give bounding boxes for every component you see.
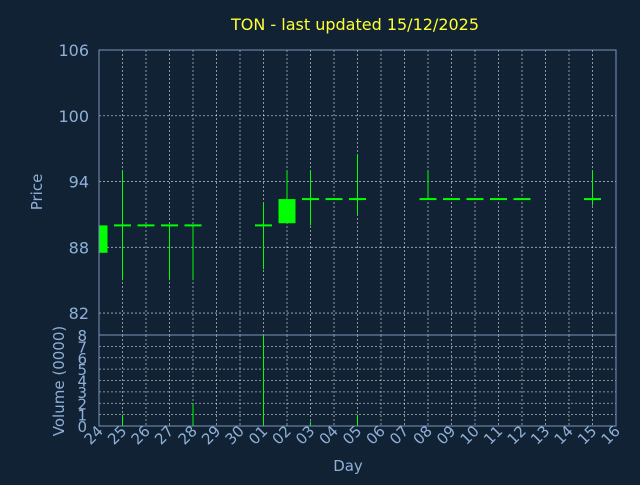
candle-28 [184,224,202,281]
candle-08 [419,170,437,201]
volume-tick-label: 1 [77,407,87,425]
price-axis-ticks: 82 88 94 100 106 [58,41,89,323]
candle-25 [114,170,131,281]
volume-tick-label: 6 [77,350,87,368]
chart-title: TON - last updated 15/12/2025 [230,15,479,34]
price-tick-label: 88 [69,238,89,257]
volume-tick-label: 3 [77,384,87,402]
candle-body [490,198,507,201]
candle-body [184,224,202,227]
candle-04 [325,198,343,201]
candle-body [466,198,484,201]
volume-tick-label: 5 [77,361,87,379]
price-tick-label: 82 [69,304,89,323]
candle-10 [466,198,484,201]
candle-body [513,198,531,201]
candle-body [584,198,601,201]
price-axis-label: Price [28,174,46,211]
volume-tick-label: 0 [77,418,87,436]
volume-tick-label: 4 [77,373,87,391]
price-tick-label: 94 [69,173,89,192]
day-axis-ticks: 2425262728293001020304050607080910111213… [81,422,624,448]
price-tick-label: 106 [58,41,89,60]
candle-15 [584,170,601,206]
candle-24 [98,225,108,253]
volume-grid [98,334,617,427]
price-candles [98,154,601,281]
volume-tick-label: 7 [77,338,87,356]
candle-body [349,198,366,201]
candle-12 [513,198,531,201]
volume-tick-label: 8 [77,327,87,345]
candle-body [161,224,178,227]
candle-body [278,199,296,224]
candle-01 [255,203,272,270]
candle-09 [443,198,460,201]
candle-27 [161,224,178,281]
candle-body [302,198,319,201]
candle-11 [490,198,507,201]
price-tick-label: 100 [58,107,89,126]
candle-body [99,225,108,253]
price-grid [98,49,617,335]
candle-body [137,224,155,227]
candle-02 [278,170,296,224]
volume-axis-label: Volume (0000) [50,326,68,436]
volume-panel-frame [98,334,617,427]
candle-03 [302,170,319,226]
candle-body [114,224,131,227]
candle-body [255,224,272,227]
candle-26 [137,224,155,227]
candle-05 [349,154,366,215]
candle-body [419,198,437,201]
candle-body [443,198,460,201]
candle-body [325,198,343,201]
volume-tick-label: 2 [77,395,87,413]
day-axis-label: Day [333,457,363,475]
